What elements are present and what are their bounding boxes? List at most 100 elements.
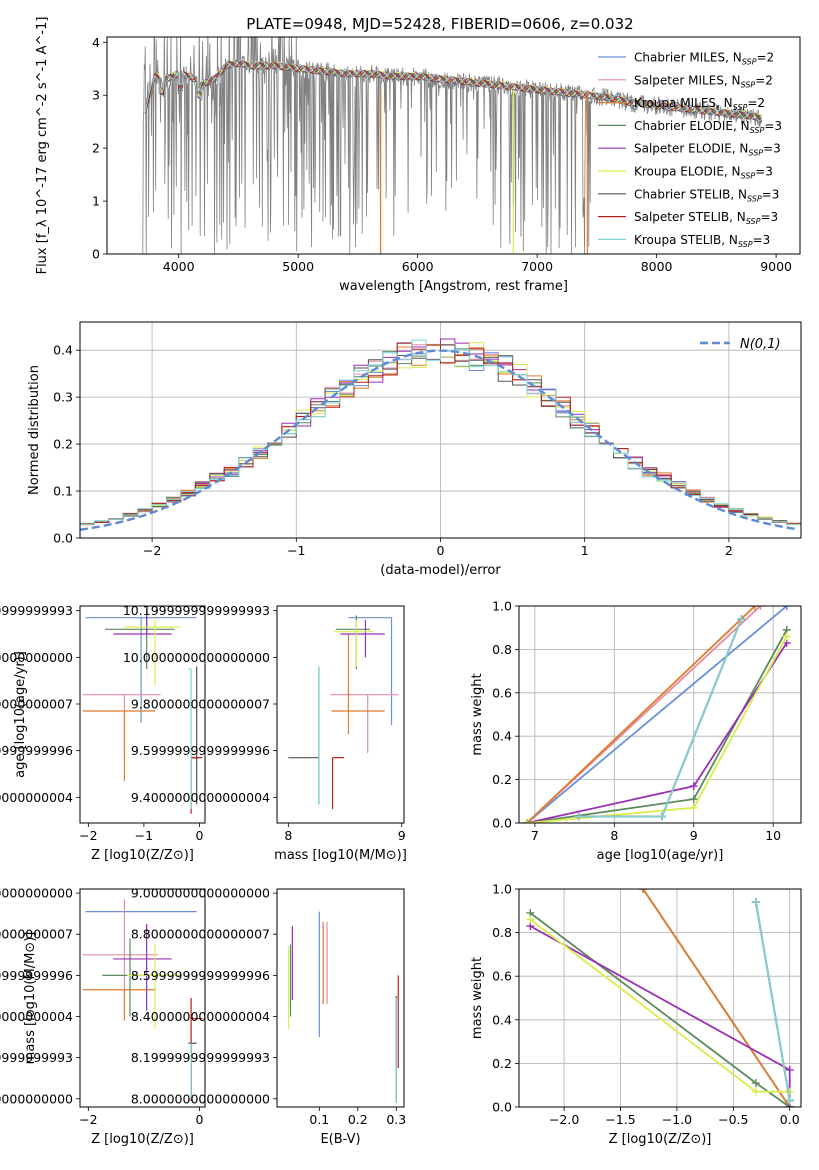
spectrum-ytick-label: 3 (92, 88, 100, 103)
residuals-xtick-label: −2 (143, 543, 161, 558)
age-vs-Z-axes: −2 −1 0 9.4000000000000004 9.599999999999999… (0, 603, 203, 863)
mass-weight-vs-age-marker-4-2 (689, 795, 698, 804)
mass-vs-EBV-plot-area (287, 911, 399, 1103)
spectrum-xlabel: wavelength [Angstrom, rest frame] (339, 279, 568, 294)
spectrum-ylabel: Flux [f_λ 10^-17 erg cm^-2 s^-1 A^-1] (35, 17, 50, 275)
mass-vs-Z-ylabel: mass [log10(M/M⊙)] (23, 932, 38, 1065)
legend-value-3: =2 (747, 96, 765, 110)
mass-vs-Z-ytick-label: 8.1999999999999993 (0, 1050, 73, 1065)
mass-weight-vs-Z-xtick-label: −1.0 (662, 1112, 692, 1127)
mass-vs-Z-ytick-label: 8.4000000000000004 (0, 1009, 73, 1024)
spectrum-ytick-label: 2 (92, 141, 100, 156)
age-vs-mass-ytick-label: 10.1999999999999993 (123, 603, 270, 618)
residuals-ytick-label: 0.4 (53, 343, 73, 358)
legend-value-2: =2 (755, 73, 773, 87)
mass-weight-vs-age-marker-9-2 (657, 812, 666, 821)
mass-weight-vs-age-marker-9-1 (574, 812, 583, 821)
mass-weight-vs-age-series-8 (578, 618, 743, 818)
spectrum-model-7 (144, 61, 763, 122)
spectrum-xtick-label: 8000 (641, 259, 673, 274)
mass-weight-vs-Z-ytick-label: 1.0 (492, 882, 512, 897)
spectrum-xtick-label: 7000 (521, 259, 553, 274)
legend-subscript-6: SSP (741, 172, 756, 181)
residuals-xtick-label: 2 (725, 543, 733, 558)
spectrum-frame (106, 36, 801, 255)
mass-weight-vs-Z-ytick-label: 0.8 (492, 925, 512, 940)
legend-entry-5: Salpeter ELODIE, NSSP=3 (634, 142, 781, 158)
legend-value-8: =3 (760, 210, 778, 224)
residuals-xtick-label: 1 (581, 543, 589, 558)
mass-weight-vs-Z-axes: −2.0 −1.5 −1.0 −0.5 0.0 0.0 0.2 0.4 0.6 0.8 1.0 Z [… (470, 882, 801, 1147)
mass-vs-Z-xlabel: Z [log10(Z/Z⊙)] (91, 1132, 194, 1147)
spectrum-xtick-label: 5000 (282, 259, 314, 274)
mass-weight-vs-Z-series-4 (529, 912, 791, 1107)
mass-weight-vs-Z-marker-9-1 (751, 898, 760, 907)
legend-subscript-3: SSP (733, 103, 748, 112)
mass-vs-EBV-xtick-label: 0.1 (309, 1112, 329, 1127)
mass-weight-vs-age-marker-5-2 (689, 782, 698, 791)
mass-vs-EBV-frame (276, 888, 405, 1108)
mass-vs-EBV-ytick-label: 8.4000000000000004 (131, 1009, 270, 1024)
mass-weight-vs-Z-marker-3-1 (639, 889, 648, 893)
mass-weight-vs-age-xtick-label: 8 (610, 828, 618, 843)
age-vs-Z-xtick-label: 0 (195, 828, 203, 843)
mass-vs-Z-plot-area (82, 899, 203, 1101)
legend-subscript-1: SSP (742, 58, 757, 67)
mass-weight-vs-age-series-1 (526, 606, 788, 823)
legend-value-9: =3 (753, 233, 771, 247)
age-vs-mass-ytick-label: 10.0000000000000000 (123, 650, 270, 665)
age-vs-mass-axes: 8 9 9.4000000000000004 9.5999999999999996 9.… (123, 603, 407, 863)
legend-entry-8: Salpeter STELIB, NSSP=3 (634, 210, 778, 226)
legend-entry-4: Chabrier ELODIE, NSSP=3 (634, 119, 782, 135)
legend-subscript-8: SSP (746, 217, 761, 226)
age-vs-Z-xlabel: Z [log10(Z/Z⊙)] (91, 848, 194, 863)
spectrum-ytick-label: 0 (92, 247, 100, 262)
mass-weight-vs-Z-marker-9-3 (785, 1096, 794, 1105)
mass-weight-vs-Z-ytick-label: 0.6 (492, 969, 512, 984)
mass-weight-vs-age-axes: 7 8 9 10 0.0 0.2 0.4 0.6 0.8 1.0 age [log10(age/yr… (470, 599, 801, 863)
mass-weight-vs-Z-xtick-label: 0.0 (780, 1112, 800, 1127)
age-vs-Z-ylabel: age [log10(age/yr)] (13, 651, 28, 778)
mass-weight-vs-age-xtick-label: 10 (765, 828, 781, 843)
spectrum-xtick-label: 6000 (402, 259, 434, 274)
spectrum-model-9 (144, 59, 763, 121)
residuals-legend-label: N(0,1) (740, 337, 781, 352)
residuals-frame (79, 321, 802, 539)
mass-weight-vs-Z-marker-5-2 (785, 1065, 794, 1074)
mass-weight-vs-Z-ytick-label: 0.2 (492, 1056, 512, 1071)
mass-weight-vs-age-ytick-label: 0.2 (492, 772, 512, 787)
legend-value-4: =3 (764, 119, 782, 133)
mass-weight-vs-Z-xtick-label: −1.5 (605, 1112, 635, 1127)
mass-vs-EBV-ytick-label: 8.5999999999999996 (131, 968, 270, 983)
residuals-axes: −2 −1 0 1 2 0.0 0.1 0.2 0.3 0.4 (data-model)/error… (27, 322, 801, 578)
legend-entry-6: Kroupa ELODIE, NSSP=3 (634, 165, 773, 181)
age-vs-Z-plot-area (82, 610, 203, 814)
gaussian-reference-curve (80, 349, 799, 531)
mass-weight-vs-age-ytick-label: 1.0 (492, 599, 512, 614)
legend-entry-7: Chabrier STELIB, NSSP=3 (634, 187, 779, 203)
mass-vs-EBV-xtick-label: 0.2 (348, 1112, 368, 1127)
mass-weight-vs-age-ytick-label: 0.6 (492, 685, 512, 700)
mass-vs-EBV-ytick-label: 9.0000000000000000 (131, 886, 270, 901)
age-vs-mass-xlabel: mass [log10(M/M⊙)] (274, 848, 407, 863)
mass-weight-vs-age-ylabel: mass weight (470, 673, 485, 755)
mass-weight-vs-Z-xtick-label: −2.0 (549, 1112, 579, 1127)
mass-weight-vs-Z-ylabel: mass weight (470, 957, 485, 1039)
mass-weight-vs-Z-marker-4-2 (751, 1079, 760, 1088)
spectrum-legend: Chabrier MILES, NSSP=2 Salpeter MILES, NS… (598, 51, 782, 249)
residuals-xlabel: (data-model)/error (380, 563, 501, 578)
age-vs-Z-ytick-label: 9.5999999999999996 (0, 743, 73, 758)
age-vs-mass-ytick-label: 9.5999999999999996 (131, 743, 270, 758)
spectrum-xtick-label: 9000 (760, 259, 792, 274)
legend-value-1: =2 (756, 51, 774, 65)
mass-weight-vs-Z-ytick-label: 0.4 (492, 1012, 512, 1027)
legend-subscript-4: SSP (750, 126, 765, 135)
mass-vs-EBV-ytick-label: 8.8000000000000007 (131, 927, 270, 942)
residuals-ylabel: Normed distribution (27, 365, 42, 495)
legend-entry-1: Chabrier MILES, NSSP=2 (634, 51, 774, 67)
spectrum-plot-area (142, 37, 763, 254)
mass-weight-vs-age-xlabel: age [log10(age/yr)] (597, 848, 724, 863)
age-vs-Z-xtick-label: −1 (135, 828, 153, 843)
legend-subscript-9: SSP (738, 240, 753, 249)
